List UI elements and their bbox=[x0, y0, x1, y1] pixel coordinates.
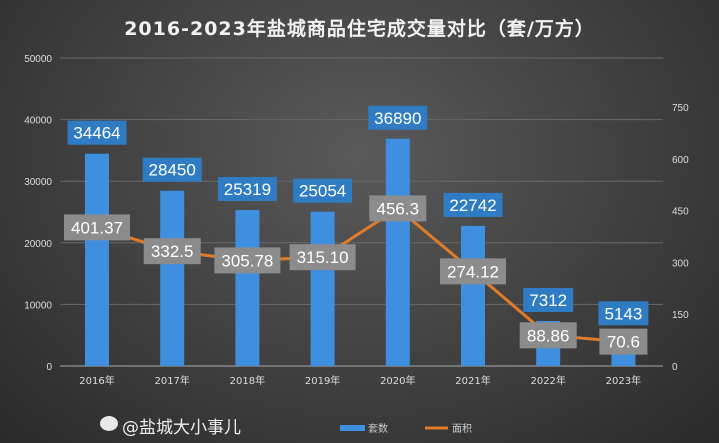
y-right-tick-label: 450 bbox=[672, 207, 689, 218]
line-label-box bbox=[143, 238, 201, 265]
weibo-icon bbox=[100, 416, 118, 431]
line-label-box bbox=[519, 322, 577, 349]
bar bbox=[85, 153, 109, 366]
y-left-tick-label: 20000 bbox=[24, 239, 52, 250]
y-left-tick-label: 10000 bbox=[24, 300, 52, 311]
watermark: @盐城大小事儿 bbox=[122, 418, 241, 438]
bar bbox=[160, 190, 185, 366]
y-left-tick-label: 40000 bbox=[24, 116, 52, 127]
line-label-box bbox=[214, 247, 281, 274]
bar-label-box bbox=[293, 178, 353, 203]
bar-label-box bbox=[368, 105, 428, 130]
x-tick-label: 2018年 bbox=[230, 374, 265, 387]
y-left-tick-label: 0 bbox=[46, 362, 52, 373]
line-data-label: 70.6 bbox=[607, 333, 640, 352]
y-left-tick-label: 50000 bbox=[24, 54, 52, 65]
chart-title: 2016-2023年盐城商品住宅成交量对比（套/万方） bbox=[124, 18, 595, 40]
bar-label-box bbox=[67, 120, 127, 145]
line-data-label: 332.5 bbox=[151, 242, 194, 261]
y-left-tick-label: 30000 bbox=[24, 177, 52, 188]
x-tick-label: 2017年 bbox=[154, 374, 189, 387]
line-label-box bbox=[599, 328, 648, 355]
y-right-tick-label: 300 bbox=[672, 258, 689, 269]
bar bbox=[461, 225, 485, 366]
x-tick-label: 2020年 bbox=[380, 374, 415, 387]
line-label-box bbox=[289, 244, 356, 271]
legend-label: 套数 bbox=[368, 422, 388, 435]
bar-label-box bbox=[443, 192, 503, 217]
x-tick-label: 2021年 bbox=[455, 374, 490, 387]
x-tick-label: 2019年 bbox=[305, 374, 340, 387]
x-tick-label: 2016年 bbox=[79, 374, 114, 387]
bar-data-label: 34464 bbox=[73, 124, 120, 143]
line-data-label: 305.78 bbox=[221, 251, 273, 270]
line-data-label: 456.3 bbox=[377, 199, 420, 218]
bar-data-label: 28450 bbox=[149, 161, 196, 180]
x-tick-label: 2023年 bbox=[606, 374, 641, 387]
line-data-label: 274.12 bbox=[447, 262, 499, 281]
bar-data-label: 5143 bbox=[604, 304, 642, 323]
bar-label-box bbox=[142, 157, 202, 182]
bar-data-label: 25319 bbox=[224, 180, 271, 199]
bar-data-label: 22742 bbox=[449, 196, 496, 215]
bar-label-box bbox=[598, 301, 649, 326]
bar bbox=[235, 210, 260, 366]
line-label-box bbox=[369, 195, 427, 222]
bar-label-box bbox=[523, 287, 574, 312]
y-right-tick-label: 150 bbox=[672, 310, 689, 321]
y-right-tick-label: 600 bbox=[672, 155, 689, 166]
line-data-label: 88.86 bbox=[527, 326, 570, 345]
bar-data-label: 7312 bbox=[529, 291, 567, 310]
line-data-label: 401.37 bbox=[71, 218, 123, 237]
line-label-box bbox=[64, 214, 130, 241]
bar-data-label: 36890 bbox=[374, 109, 421, 128]
bar-data-label: 25054 bbox=[299, 182, 346, 201]
bar bbox=[385, 138, 410, 366]
y-right-tick-label: 0 bbox=[672, 362, 678, 373]
bar-label-box bbox=[217, 177, 277, 202]
legend-label: 面积 bbox=[452, 423, 472, 435]
bar bbox=[310, 211, 335, 366]
line-data-label: 315.10 bbox=[297, 248, 349, 267]
line-label-box bbox=[440, 258, 506, 285]
y-right-tick-label: 750 bbox=[672, 103, 689, 114]
x-tick-label: 2022年 bbox=[530, 374, 565, 387]
